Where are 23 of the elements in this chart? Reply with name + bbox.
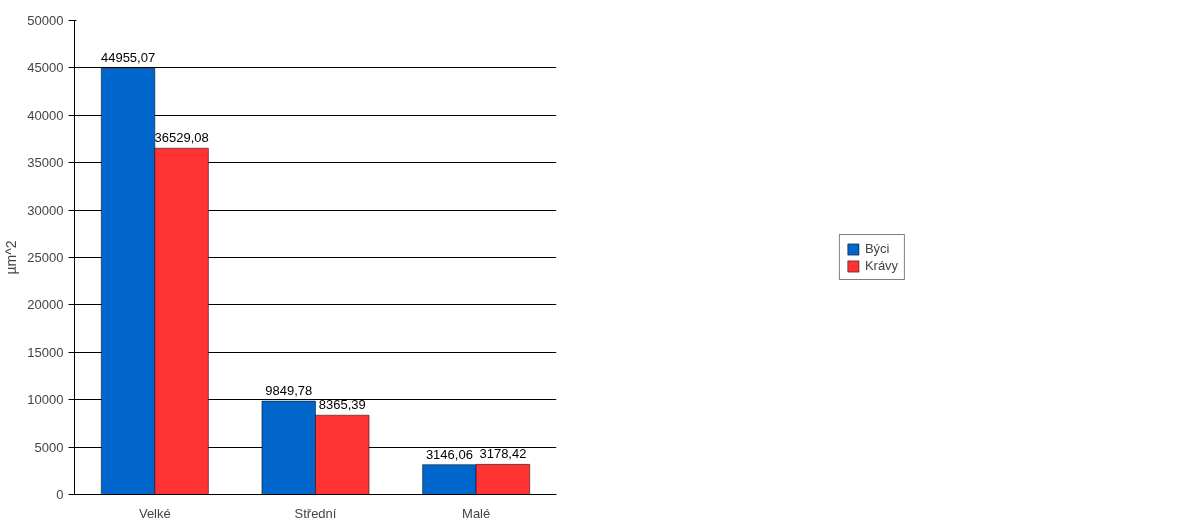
y-tick-label: 10000: [27, 392, 64, 408]
y-tick-label: 30000: [27, 202, 64, 218]
legend-label: Krávy: [864, 258, 899, 273]
y-tick-label: 0: [56, 487, 64, 502]
x-tick-label: Střední: [294, 505, 337, 521]
data-label: 3146,06: [425, 446, 473, 462]
x-tick-label: Velké: [138, 505, 171, 521]
y-tick-label: 45000: [27, 60, 64, 76]
data-label: 8365,39: [318, 397, 366, 413]
y-tick-label: 20000: [27, 297, 64, 313]
legend-label: Býci: [864, 241, 890, 256]
data-label: 3178,42: [479, 446, 527, 462]
y-tick-label: 25000: [27, 250, 64, 265]
y-axis-title: µm^2: [3, 240, 20, 275]
y-tick-label: 35000: [27, 155, 64, 171]
y-tick-label: 5000: [34, 439, 64, 455]
y-tick-label: 50000: [27, 13, 64, 28]
x-tick-label: Malé: [462, 505, 491, 521]
y-tick-label: 15000: [27, 344, 64, 360]
y-tick-label: 40000: [27, 107, 64, 123]
data-label: 36529,08: [154, 130, 209, 146]
data-label: 44955,07: [100, 50, 156, 66]
data-label: 9849,78: [265, 383, 313, 399]
